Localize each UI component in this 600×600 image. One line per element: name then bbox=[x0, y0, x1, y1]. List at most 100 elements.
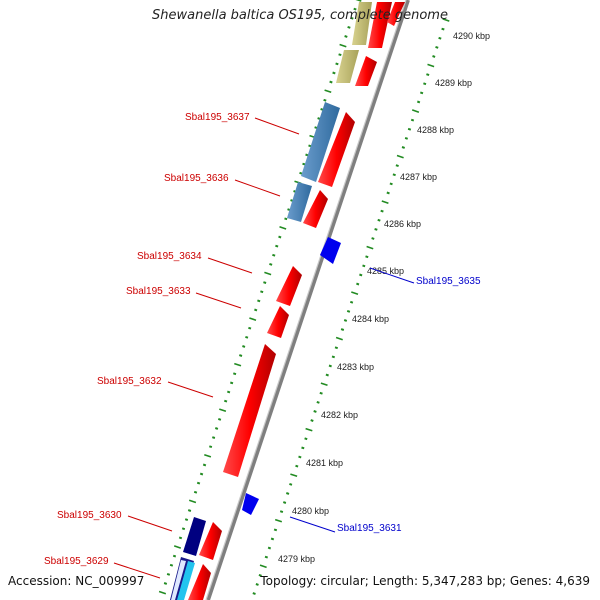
genome-backbone bbox=[206, 0, 410, 600]
tick-label-4285: 4285 kbp bbox=[367, 266, 404, 276]
outer-ring-tick bbox=[395, 164, 399, 168]
outer-ring-tick bbox=[298, 455, 302, 459]
inner-ring-tick bbox=[202, 463, 207, 467]
outer-ring-tick bbox=[410, 118, 415, 122]
outer-ring-tick bbox=[427, 63, 435, 68]
gene-label-3629[interactable]: Sbal195_3629 bbox=[44, 556, 109, 567]
outer-ring-tick bbox=[319, 391, 323, 395]
feature-red-top-1b[interactable] bbox=[387, 2, 405, 26]
inner-ring-tick bbox=[209, 445, 213, 449]
feature-red-3633[interactable] bbox=[267, 306, 289, 338]
gene-label-3635[interactable]: Sbal195_3635 bbox=[416, 276, 481, 287]
outer-ring-tick bbox=[349, 300, 354, 304]
inner-ring-tick bbox=[238, 354, 243, 357]
outer-ring-tick bbox=[419, 91, 424, 95]
inner-ring-tick bbox=[173, 545, 182, 549]
tick-label-4284: 4284 kbp bbox=[352, 314, 389, 324]
feature-navy-3630[interactable] bbox=[183, 517, 206, 556]
inner-ring-tick bbox=[193, 490, 198, 494]
inner-ring-tick bbox=[163, 582, 168, 585]
tick-label-4289: 4289 kbp bbox=[435, 78, 472, 88]
gene-label-3633[interactable]: Sbal195_3633 bbox=[126, 286, 191, 297]
leader-3637 bbox=[254, 117, 300, 135]
feature-red-top-2[interactable] bbox=[355, 56, 377, 86]
features bbox=[170, 2, 405, 600]
inner-ring-tick bbox=[279, 226, 287, 230]
inner-ring-tick bbox=[184, 518, 189, 522]
leader-3635 bbox=[369, 267, 415, 284]
inner-ring-tick bbox=[332, 71, 336, 75]
outer-ring-tick bbox=[282, 501, 287, 504]
outer-ring-tick bbox=[374, 228, 378, 231]
leader-3636 bbox=[234, 179, 281, 197]
outer-ring-tick bbox=[343, 319, 348, 322]
gene-label-3631[interactable]: Sbal195_3631 bbox=[337, 523, 402, 534]
inner-ring-tick bbox=[245, 335, 249, 339]
outer-ring-tick bbox=[366, 245, 374, 250]
outer-ring-tick bbox=[255, 583, 259, 586]
feature-red-3630[interactable] bbox=[199, 522, 222, 560]
outer-ring-tick bbox=[252, 592, 256, 595]
inner-ring-tick bbox=[172, 554, 177, 558]
outer-ring-tick bbox=[346, 309, 351, 313]
outer-ring-tick bbox=[258, 573, 262, 577]
tick-label-4287: 4287 kbp bbox=[400, 172, 437, 182]
feature-blue-3635[interactable] bbox=[320, 237, 341, 264]
inner-ring-tick bbox=[323, 98, 327, 102]
feature-red-3634[interactable] bbox=[276, 266, 302, 306]
feature-khaki-2[interactable] bbox=[336, 50, 359, 83]
outer-ring-tick bbox=[301, 446, 305, 450]
feature-white-3629[interactable] bbox=[171, 560, 186, 600]
outer-ring-tick bbox=[316, 400, 320, 404]
inner-ring-tick bbox=[347, 25, 351, 29]
inner-ring-tick bbox=[278, 235, 282, 239]
inner-ring-tick bbox=[199, 472, 204, 476]
map-title: Shewanella baltica OS195, complete genom… bbox=[152, 8, 448, 23]
tick-label-4283: 4283 kbp bbox=[337, 362, 374, 372]
feature-cyan-3629[interactable] bbox=[177, 561, 195, 600]
outer-ring-tick bbox=[313, 410, 317, 413]
outer-ring-tick bbox=[259, 564, 267, 569]
outer-ring-tick bbox=[270, 537, 275, 541]
outer-ring-tick bbox=[386, 191, 390, 195]
feature-blue-3637[interactable] bbox=[301, 102, 340, 182]
gene-label-3634[interactable]: Sbal195_3634 bbox=[137, 251, 202, 262]
inner-ring-tick bbox=[178, 536, 183, 540]
inner-ring-tick bbox=[350, 16, 354, 20]
gene-label-3632[interactable]: Sbal195_3632 bbox=[97, 376, 162, 387]
feature-red-3629[interactable] bbox=[188, 564, 211, 600]
inner-ring-tick bbox=[335, 62, 339, 66]
feature-red-3636[interactable] bbox=[303, 190, 328, 228]
feature-red-3637[interactable] bbox=[318, 112, 355, 187]
tick-labels: 4279 kbp 4280 kbp 4281 kbp 4282 kbp 4283… bbox=[278, 31, 490, 564]
gene-label-3636[interactable]: Sbal195_3636 bbox=[164, 173, 229, 184]
feature-khaki-1[interactable] bbox=[352, 2, 372, 45]
inner-ring-tick bbox=[204, 453, 212, 458]
gene-label-3630[interactable]: Sbal195_3630 bbox=[57, 510, 122, 521]
outer-ring-tick bbox=[304, 437, 308, 441]
backbone-highlight bbox=[205, 0, 407, 600]
inner-ring-tick bbox=[158, 590, 167, 595]
outer-ring-tick bbox=[404, 136, 409, 140]
feature-blue-3636[interactable] bbox=[287, 182, 312, 222]
outer-ring-tick bbox=[371, 237, 375, 240]
inner-ring-tick bbox=[232, 372, 237, 376]
feature-blue-3631[interactable] bbox=[242, 493, 259, 515]
outer-ring-tick bbox=[426, 73, 430, 77]
leader-3634 bbox=[207, 257, 253, 274]
outer-ring-tick bbox=[351, 291, 359, 295]
outer-ring-tick bbox=[295, 464, 299, 468]
outer-ring-tick bbox=[438, 36, 442, 40]
inner-ring-tick bbox=[269, 262, 273, 266]
feature-red-top-1[interactable] bbox=[368, 2, 392, 48]
inner-ring-tick bbox=[260, 290, 264, 294]
outer-ring-tick bbox=[273, 528, 278, 532]
gene-label-3637[interactable]: Sbal195_3637 bbox=[185, 112, 250, 123]
tick-label-4281: 4281 kbp bbox=[306, 458, 343, 468]
outer-ring-tick bbox=[432, 55, 436, 58]
outer-ring-tick bbox=[381, 200, 389, 204]
feature-red-3632[interactable] bbox=[223, 344, 276, 477]
outer-ring-tick bbox=[416, 100, 421, 104]
outer-ring-tick bbox=[274, 518, 283, 523]
